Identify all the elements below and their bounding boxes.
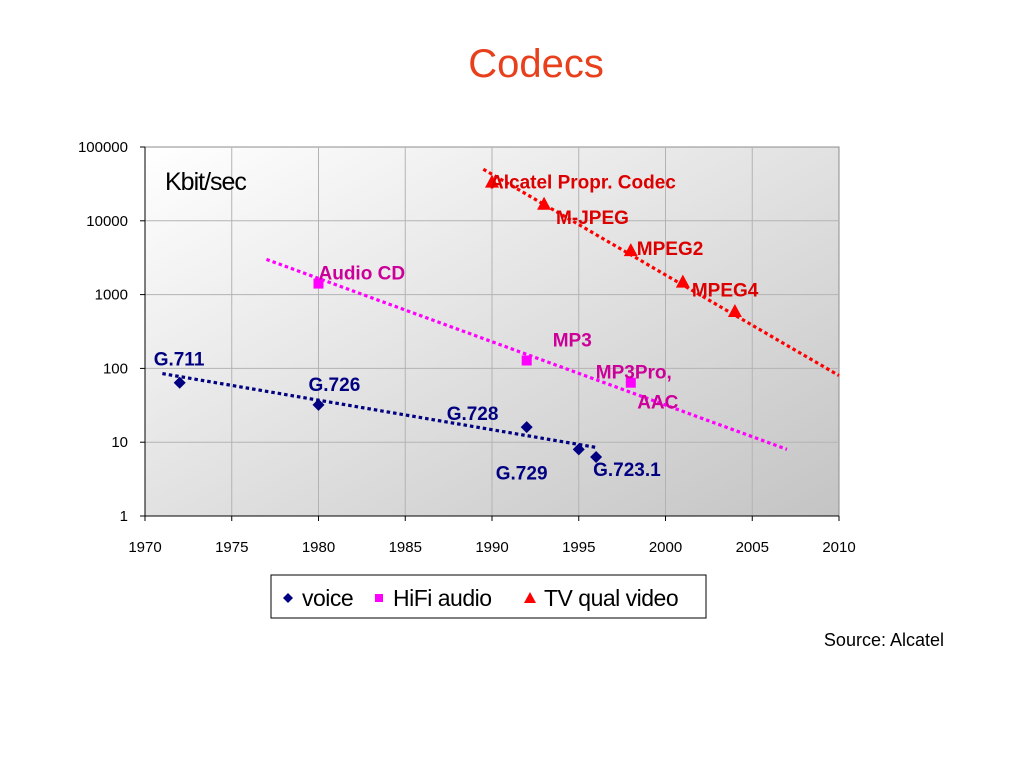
data-point — [537, 196, 552, 210]
data-label: MPEG4 — [692, 281, 759, 302]
x-tick-label: 2005 — [736, 539, 769, 556]
unit-label: Kbit/sec — [165, 168, 246, 196]
trendline — [162, 372, 597, 449]
data-label: Audio CD — [319, 264, 406, 285]
x-tick-label: 1995 — [562, 539, 595, 556]
data-label: G.729 — [496, 463, 548, 484]
data-label: M-JPEG — [556, 208, 629, 229]
source-note: Source: Alcatel — [823, 630, 944, 650]
data-point — [727, 303, 742, 317]
data-point — [520, 421, 533, 434]
data-point — [625, 377, 636, 388]
data-point — [485, 174, 499, 188]
data-point — [623, 243, 638, 257]
x-tick-label: 2010 — [822, 539, 855, 556]
y-tick-label: 100000 — [78, 139, 128, 156]
x-tick-label: 1985 — [389, 539, 422, 556]
data-point — [312, 398, 325, 411]
legend-label: HiFi audio — [393, 585, 492, 611]
slide-title: Codecs — [468, 42, 604, 86]
data-point — [675, 274, 690, 288]
legend-marker — [283, 593, 293, 603]
data-label: Alcatel Propr. Codec — [490, 173, 676, 194]
data-label: AAC — [637, 393, 678, 414]
data-label: MP3 — [553, 330, 592, 351]
data-label: G.728 — [447, 404, 499, 425]
legend-marker — [375, 594, 383, 602]
trendline — [265, 257, 788, 451]
data-label: G.726 — [309, 375, 361, 396]
x-tick-label: 1970 — [128, 539, 161, 556]
x-tick-label: 1975 — [215, 539, 248, 556]
y-tick-label: 1 — [120, 508, 128, 525]
x-tick-label: 2000 — [649, 539, 682, 556]
y-tick-label: 100 — [103, 360, 128, 377]
data-point — [173, 376, 186, 389]
y-tick-label: 1000 — [95, 287, 128, 304]
data-point — [521, 355, 532, 366]
data-label: G.711 — [154, 350, 205, 371]
data-point — [590, 451, 603, 464]
y-tick-label: 10 — [111, 434, 128, 451]
data-label: MP3Pro, — [596, 363, 672, 384]
x-tick-label: 1990 — [475, 539, 508, 556]
y-tick-label: 10000 — [86, 213, 128, 230]
x-tick-label: 1980 — [302, 539, 335, 556]
data-point — [313, 278, 324, 289]
data-label: G.723.1 — [593, 460, 661, 481]
legend: voice HiFi audio TV qual video — [270, 574, 707, 619]
legend-label: TV qual video — [544, 585, 678, 611]
data-point — [572, 443, 585, 456]
data-label: MPEG2 — [637, 239, 704, 260]
legend-label: voice — [302, 585, 353, 611]
legend-marker — [524, 592, 536, 603]
